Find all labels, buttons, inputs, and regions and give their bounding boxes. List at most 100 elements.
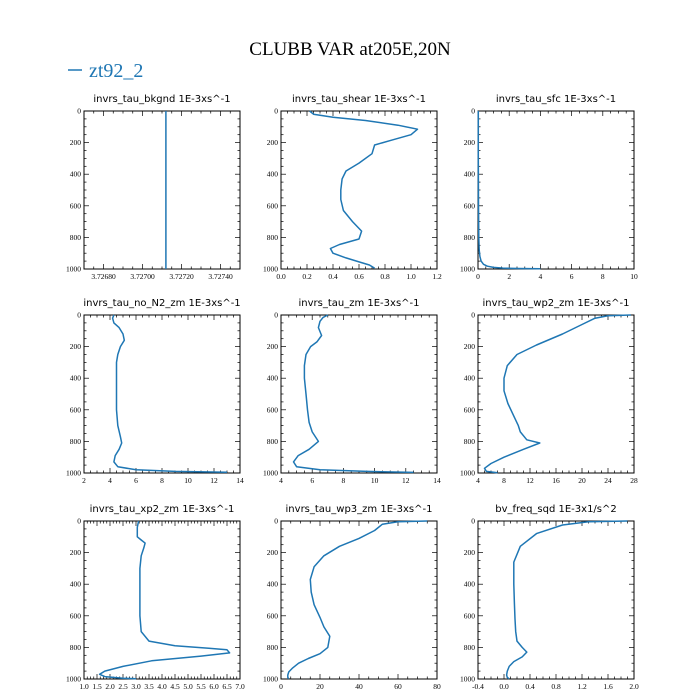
y-tick-label: 0 [274,107,278,116]
x-tick-label: 16 [552,476,560,485]
x-tick-label: 40 [355,682,363,691]
x-tick-label: 10 [184,476,192,485]
y-tick-label: 800 [70,437,82,446]
x-tick-label: 0.2 [302,272,312,281]
y-tick-label: 400 [70,580,82,589]
y-tick-label: 400 [464,580,476,589]
panel-title: invrs_tau_sfc 1E-3xs^-1 [496,94,616,105]
x-tick-label: 12 [526,476,534,485]
x-tick-label: 2 [82,476,86,485]
plot-frame [477,520,635,680]
x-tick-label: 12 [210,476,218,485]
y-tick-label: 1000 [263,265,278,274]
x-tick-label: 14 [236,476,244,485]
x-tick-label: 4.0 [157,682,167,691]
plot-frame [477,314,635,474]
x-tick-label: 0.8 [380,272,390,281]
panel-title: invrs_tau_shear 1E-3xs^-1 [292,94,426,105]
y-tick-label: 0 [471,107,475,116]
x-tick-label: 4.5 [170,682,180,691]
y-tick-label: 800 [267,233,279,242]
x-tick-label: 1.0 [79,682,89,691]
x-tick-label: 12 [402,476,410,485]
panel-title: bv_freq_sqd 1E-3x1/s^2 [495,504,617,515]
y-tick-label: 800 [464,233,476,242]
x-tick-label: 3.72700 [130,272,155,281]
series-line [483,314,631,474]
y-tick-label: 400 [267,580,279,589]
y-tick-label: 800 [267,437,279,446]
x-tick-label: 4 [539,272,543,281]
x-tick-label: 14 [433,476,441,485]
y-tick-label: 0 [77,311,81,320]
y-tick-label: 1000 [460,265,475,274]
plot-frame [280,110,438,270]
y-tick-label: 1000 [66,469,81,478]
x-tick-label: 4 [476,476,480,485]
y-tick-label: 800 [70,233,82,242]
x-tick-label: 3.72680 [91,272,116,281]
figure-title: CLUBB VAR at205E,20N [249,39,451,60]
plot-frame [83,314,241,474]
y-tick-label: 600 [70,201,82,210]
x-tick-label: 4 [279,476,283,485]
x-tick-label: 1.6 [603,682,613,691]
y-tick-label: 600 [70,611,82,620]
y-tick-label: 200 [70,548,82,557]
x-tick-label: 3.0 [131,682,141,691]
y-tick-label: 200 [267,138,279,147]
y-tick-label: 0 [77,517,81,526]
x-tick-label: 6 [570,272,574,281]
y-tick-label: 0 [274,517,278,526]
y-tick-label: 800 [267,643,279,652]
plot-frame [83,110,241,270]
x-tick-label: 1.0 [406,272,416,281]
plot-frame [280,314,438,474]
panel-invrs-tau-sfc: invrs_tau_sfc 1E-3xs^-1 0 200 400 600 800 1000… [460,94,638,281]
y-tick-label: 400 [464,374,476,383]
x-tick-label: 3.72720 [169,272,194,281]
x-tick-label: 8 [342,476,346,485]
x-tick-label: 6 [134,476,138,485]
legend: zt92_2 [68,60,143,82]
panel-title: invrs_tau_bkgnd 1E-3xs^-1 [93,94,230,105]
x-tick-label: 0.0 [499,682,509,691]
x-tick-label: 8 [160,476,164,485]
x-tick-label: 1.2 [432,272,442,281]
x-tick-label: 6.5 [222,682,232,691]
x-tick-label: 0.8 [551,682,561,691]
y-tick-label: 200 [267,548,279,557]
x-tick-label: 0 [476,272,480,281]
y-tick-label: 800 [70,643,82,652]
x-tick-label: 24 [604,476,612,485]
series-line [287,520,428,680]
y-tick-label: 800 [464,643,476,652]
y-tick-label: 1000 [460,675,475,684]
panel-title: invrs_tau_zm 1E-3xs^-1 [298,298,419,309]
x-tick-label: 3.72740 [208,272,233,281]
plot-frame [477,110,635,270]
x-tick-label: 0.4 [525,682,535,691]
y-tick-label: 1000 [263,675,278,684]
series-line [292,314,414,474]
y-tick-label: 0 [471,311,475,320]
panel-invrs-tau-shear: invrs_tau_shear 1E-3xs^-1 0 200 400 600 800 10… [263,94,442,281]
panel-invrs-tau-xp2-zm: invrs_tau_xp2_zm 1E-3xs^-1 0 200 400 600 800 1… [66,504,245,691]
x-tick-label: 60 [394,682,402,691]
y-tick-label: 400 [70,374,82,383]
y-tick-label: 1000 [460,469,475,478]
x-tick-label: 3.5 [144,682,154,691]
y-tick-label: 200 [70,342,82,351]
x-tick-label: 6.0 [209,682,219,691]
x-tick-label: 5.5 [196,682,206,691]
panel-title: invrs_tau_wp3_zm 1E-3xs^-1 [286,504,433,515]
x-tick-label: 28 [630,476,638,485]
panel-invrs-tau-zm: invrs_tau_zm 1E-3xs^-1 0 200 400 600 800 10004… [263,298,441,485]
y-tick-label: 400 [267,170,279,179]
y-tick-label: 600 [267,405,279,414]
x-tick-label: 10 [630,272,638,281]
x-tick-label: 0 [279,682,283,691]
x-tick-label: 0.6 [354,272,364,281]
panel-invrs-tau-wp2-zm: invrs_tau_wp2_zm 1E-3xs^-1 0 200 400 600 800 1… [460,298,638,485]
